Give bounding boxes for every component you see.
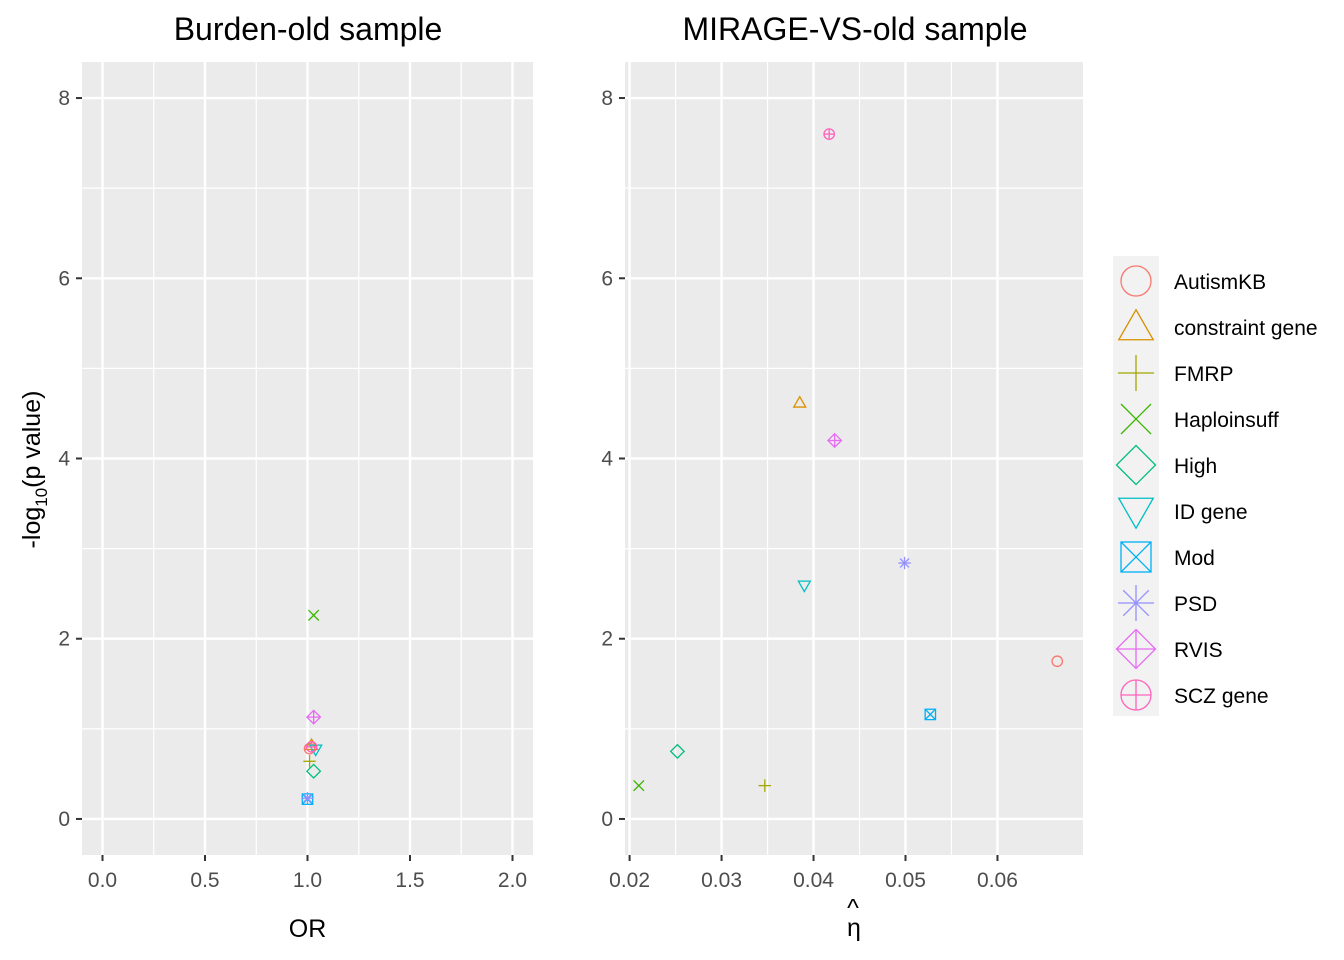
data-point-psd [898, 556, 911, 570]
legend-label-fmrp: FMRP [1174, 363, 1234, 386]
legend-label-autismkb: AutismKB [1174, 271, 1266, 294]
x-axis-label: η [847, 914, 861, 942]
data-point-mod [924, 708, 937, 721]
y-tick-label: 6 [601, 267, 613, 290]
x-tick-label: 0.06 [977, 869, 1018, 892]
data-point-high [669, 743, 686, 760]
y-axis-label: -log10(p value) [18, 391, 51, 549]
x-tick-label: 1.0 [293, 869, 322, 892]
x-axis-label-hat: ^ [847, 894, 859, 922]
mirage-panel: 0.02 0.03 0.04 0.05 0.06 0 2 4 6 8 MIRAGE-VS-old s… [601, 11, 1083, 942]
y-tick-label: 6 [58, 267, 70, 290]
y-tick-label: 4 [58, 448, 70, 471]
x-tick-label: 0.04 [793, 869, 834, 892]
y-tick-label: 2 [601, 628, 613, 651]
y-tick-label: 0 [601, 808, 613, 831]
legend-label-id-gene: ID gene [1174, 501, 1248, 524]
data-point-constraint-gene [792, 395, 807, 408]
legend-key-high [1115, 444, 1157, 486]
x-tick-label: 0.0 [88, 869, 117, 892]
x-tick-label: 0.03 [701, 869, 742, 892]
x-tick-label: 2.0 [498, 869, 527, 892]
data-point-fmrp [303, 755, 316, 768]
legend-key-autismkb [1120, 265, 1152, 297]
legend-key-mod [1120, 541, 1152, 573]
x-tick-label: 0.02 [609, 869, 650, 892]
data-point-high [305, 763, 322, 779]
legend-label-psd: PSD [1174, 593, 1217, 616]
burden-panel: 0.0 0.5 1.0 1.5 2.0 0 2 4 6 8 Burden-old sample OR -… [18, 11, 533, 943]
y-tick-label: 8 [601, 87, 613, 110]
legend-key-psd [1118, 585, 1154, 621]
x-tick-label: 1.5 [395, 869, 424, 892]
y-tick-label: 4 [601, 448, 613, 471]
legend-label-high: High [1174, 455, 1217, 478]
x-tick-label: 0.05 [885, 869, 926, 892]
legend-label-constraint-gene: constraint gene [1174, 317, 1318, 340]
y-tick-label: 2 [58, 628, 70, 651]
data-point-id-gene [797, 580, 812, 593]
data-point-psd [301, 791, 314, 805]
data-point-scz-gene [823, 128, 836, 140]
chart-title: MIRAGE-VS-old sample [683, 11, 1028, 47]
legend-key-constraint-gene [1117, 308, 1155, 341]
x-axis-label: OR [289, 915, 327, 943]
x-tick-label: 0.5 [190, 869, 219, 892]
legend-key-fmrp [1118, 355, 1154, 391]
legend-label-mod: Mod [1174, 547, 1215, 570]
chart-title: Burden-old sample [174, 11, 443, 47]
legend: AutismKB constraint gene FMRP Haploinsuff Hi… [1113, 256, 1318, 716]
legend-key-id-gene [1117, 497, 1155, 530]
data-point-haploinsuff [307, 609, 320, 621]
data-point-autismkb [1051, 655, 1064, 668]
data-point-id-gene [308, 744, 323, 757]
legend-key-rvis [1115, 628, 1157, 670]
data-point-haploinsuff [633, 779, 645, 792]
data-point-rvis [827, 432, 843, 449]
y-tick-label: 8 [58, 87, 70, 110]
legend-label-haploinsuff: Haploinsuff [1174, 409, 1279, 432]
legend-label-scz-gene: SCZ gene [1174, 685, 1269, 708]
legend-label-rvis: RVIS [1174, 639, 1223, 662]
legend-key-haploinsuff [1120, 403, 1152, 435]
y-tick-label: 0 [58, 808, 70, 831]
legend-key-scz-gene [1120, 679, 1152, 711]
data-point-fmrp [758, 779, 772, 792]
data-point-rvis [305, 709, 322, 725]
data-point-scz-gene [305, 741, 318, 753]
